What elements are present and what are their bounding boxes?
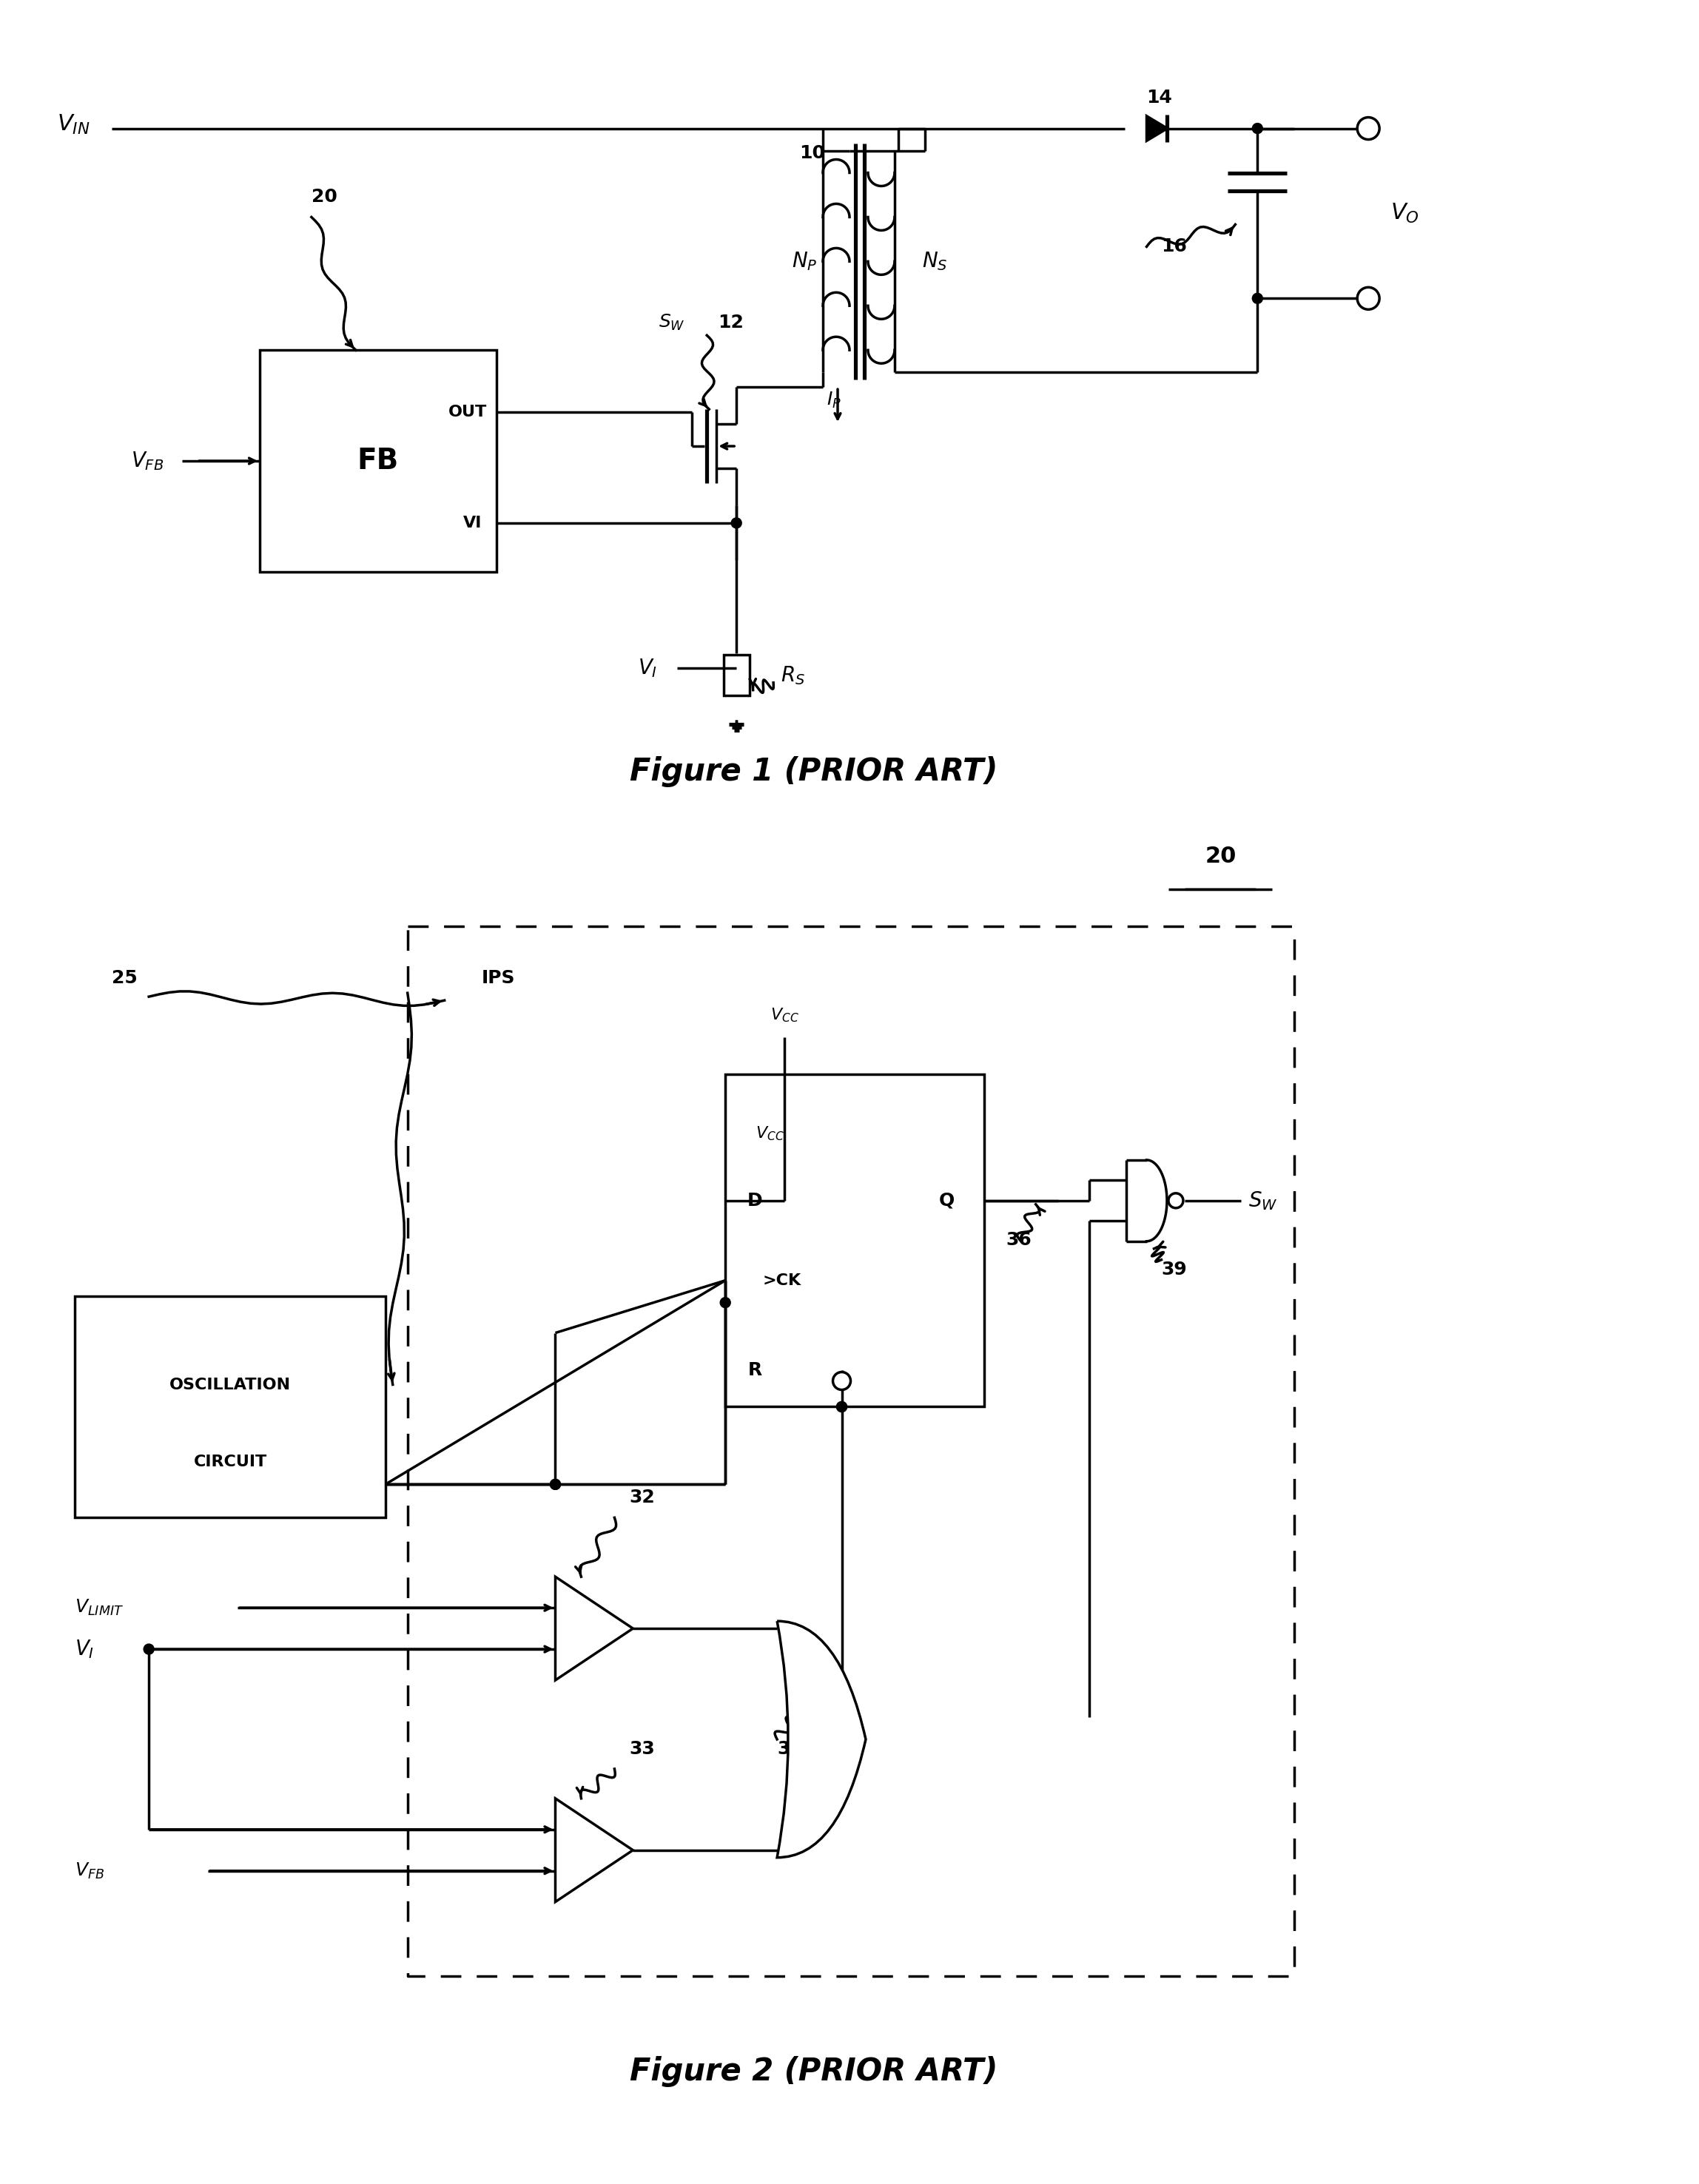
Circle shape xyxy=(550,1479,561,1489)
Text: 33: 33 xyxy=(629,1741,656,1758)
Polygon shape xyxy=(1147,116,1167,140)
Bar xyxy=(725,1075,984,1406)
Text: $V_I$: $V_I$ xyxy=(639,657,658,679)
Text: +: + xyxy=(566,1599,581,1616)
Text: 36: 36 xyxy=(1006,1232,1031,1249)
Text: $N_P$: $N_P$ xyxy=(792,251,817,273)
Text: $S_W$: $S_W$ xyxy=(659,312,685,332)
Circle shape xyxy=(836,1402,846,1413)
Circle shape xyxy=(1358,288,1380,310)
Bar xyxy=(724,655,749,695)
Text: $-$: $-$ xyxy=(566,1640,581,1658)
Text: Q: Q xyxy=(940,1192,955,1210)
Text: $V_I$: $V_I$ xyxy=(75,1638,95,1660)
Text: $V_{LIMIT}$: $V_{LIMIT}$ xyxy=(75,1599,124,1618)
Text: 12: 12 xyxy=(719,314,744,332)
Text: 16: 16 xyxy=(1162,238,1188,256)
Text: CIRCUIT: CIRCUIT xyxy=(194,1455,267,1470)
Text: $I_P$: $I_P$ xyxy=(827,391,841,411)
Text: OUT: OUT xyxy=(449,404,488,419)
Bar xyxy=(260,349,496,572)
Text: $V_{FB}$: $V_{FB}$ xyxy=(131,450,163,472)
Text: +: + xyxy=(566,1863,581,1880)
Text: 32: 32 xyxy=(629,1489,656,1507)
Text: Figure 1 (PRIOR ART): Figure 1 (PRIOR ART) xyxy=(630,756,997,786)
Text: $-$: $-$ xyxy=(566,1821,581,1839)
Text: 20: 20 xyxy=(311,188,336,205)
Text: $R_S$: $R_S$ xyxy=(782,664,805,686)
Circle shape xyxy=(144,1645,155,1653)
Text: $V_{CC}$: $V_{CC}$ xyxy=(756,1125,783,1142)
Text: $V_O$: $V_O$ xyxy=(1390,201,1419,225)
Text: OSCILLATION: OSCILLATION xyxy=(170,1378,291,1391)
Text: $N_S$: $N_S$ xyxy=(923,251,948,273)
Text: 10: 10 xyxy=(799,144,826,162)
Text: IPS: IPS xyxy=(481,970,515,987)
Text: $V_{IN}$: $V_{IN}$ xyxy=(56,114,90,135)
Circle shape xyxy=(1358,118,1380,140)
Text: $V_{FB}$: $V_{FB}$ xyxy=(75,1861,105,1880)
Text: 14: 14 xyxy=(1147,90,1172,107)
Text: D: D xyxy=(748,1192,763,1210)
Circle shape xyxy=(833,1372,851,1389)
Bar xyxy=(75,1295,386,1518)
PathPatch shape xyxy=(776,1621,866,1859)
Text: >CK: >CK xyxy=(763,1273,800,1289)
Text: 39: 39 xyxy=(1162,1260,1188,1278)
Circle shape xyxy=(1252,122,1262,133)
Circle shape xyxy=(1252,293,1262,304)
Text: Figure 2 (PRIOR ART): Figure 2 (PRIOR ART) xyxy=(630,2057,997,2088)
Text: $S_W$: $S_W$ xyxy=(1249,1190,1278,1212)
Text: 38: 38 xyxy=(776,1741,804,1758)
Polygon shape xyxy=(556,1797,634,1902)
Text: FB: FB xyxy=(357,448,399,474)
Text: 20: 20 xyxy=(1205,845,1237,867)
Text: $V_{CC}$: $V_{CC}$ xyxy=(770,1007,799,1024)
Text: 25: 25 xyxy=(112,970,138,987)
Circle shape xyxy=(720,1297,731,1308)
Circle shape xyxy=(550,1479,561,1489)
Circle shape xyxy=(836,1402,846,1413)
Text: R: R xyxy=(748,1361,763,1378)
Polygon shape xyxy=(556,1577,634,1679)
Text: VI: VI xyxy=(462,515,483,531)
Circle shape xyxy=(1169,1192,1183,1208)
Circle shape xyxy=(731,518,741,529)
